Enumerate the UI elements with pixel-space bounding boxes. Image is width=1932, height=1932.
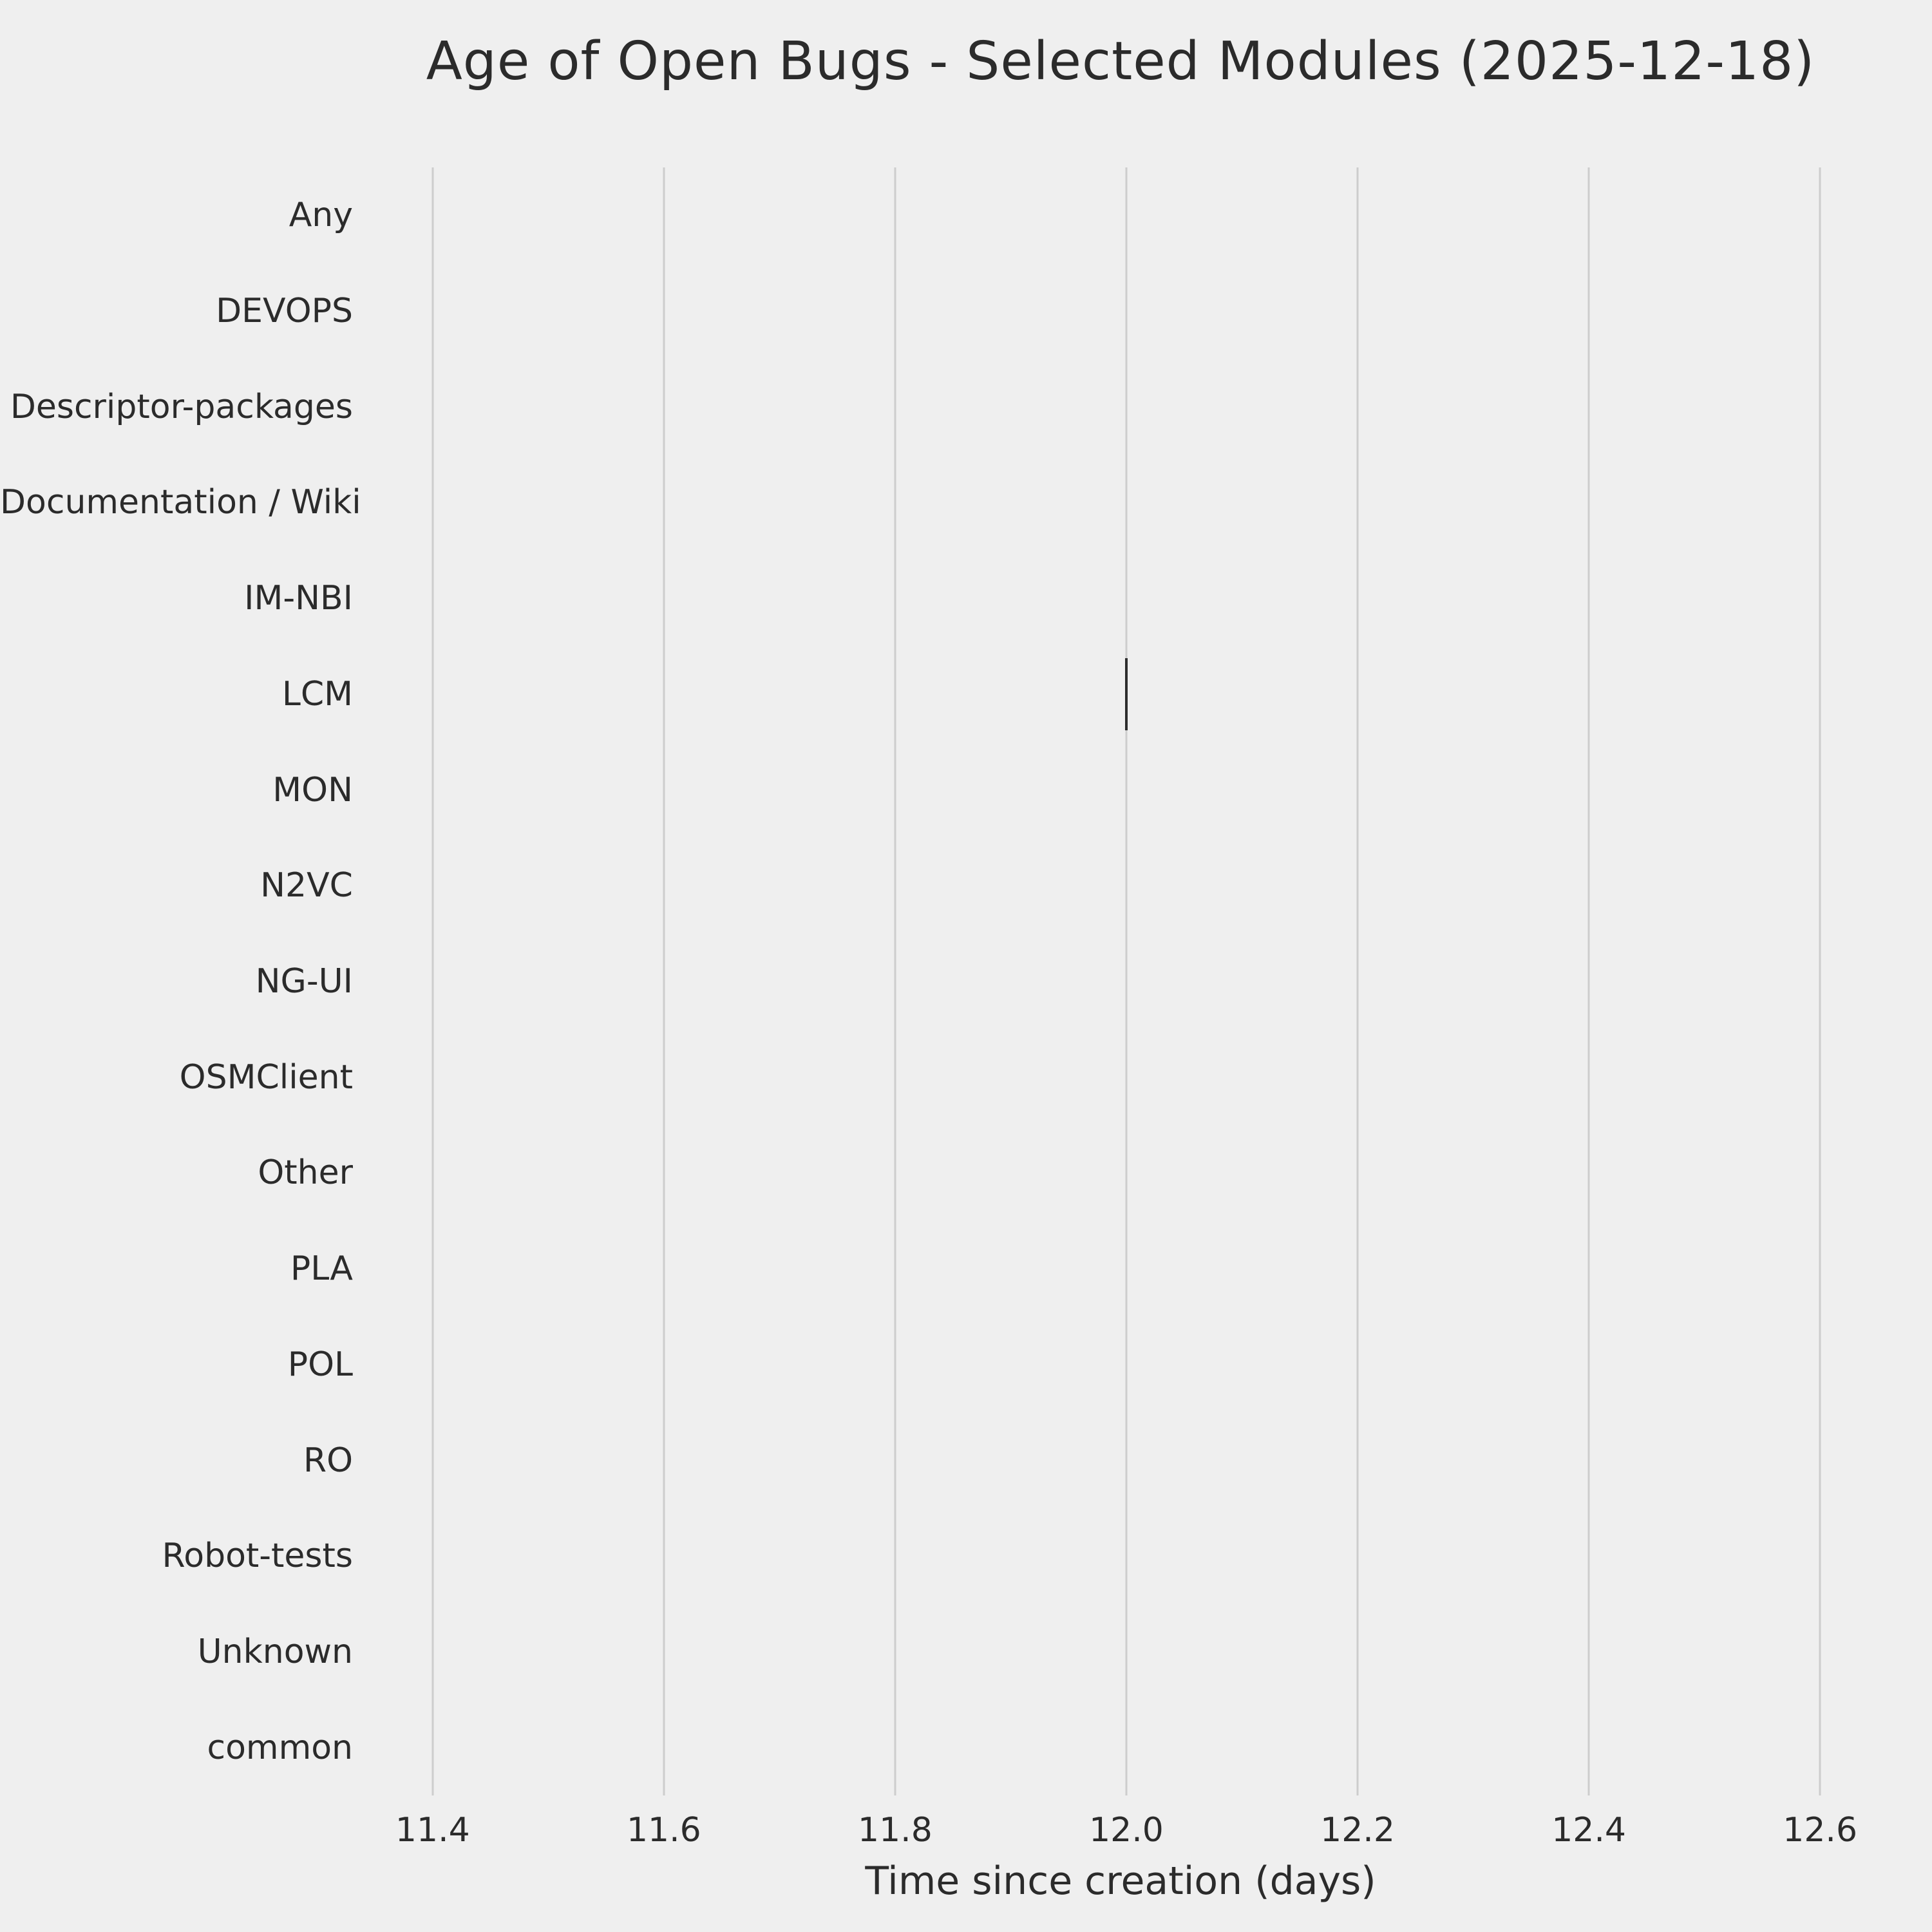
- y-tick-label: MON: [272, 770, 353, 810]
- gridline: [1819, 167, 1821, 1795]
- y-tick-label: OSMClient: [179, 1057, 353, 1097]
- x-tick-label: 11.4: [395, 1811, 470, 1850]
- gridline: [663, 167, 665, 1795]
- y-tick-label: POL: [287, 1345, 353, 1384]
- gridline: [431, 167, 434, 1795]
- x-tick-label: 12.6: [1783, 1811, 1858, 1850]
- x-tick-label: 12.2: [1320, 1811, 1395, 1850]
- y-tick-label: Robot-tests: [162, 1537, 353, 1576]
- chart-title: Age of Open Bugs - Selected Modules (202…: [426, 31, 1815, 92]
- y-tick-label: N2VC: [260, 866, 353, 905]
- y-tick-label: Documentation / Wiki: [0, 483, 361, 522]
- y-tick-label: RO: [303, 1441, 353, 1480]
- x-tick-label: 11.8: [858, 1811, 933, 1850]
- y-tick-label: Any: [289, 196, 353, 235]
- y-tick-label: NG-UI: [255, 962, 353, 1001]
- x-axis-label: Time since creation (days): [865, 1859, 1376, 1904]
- y-tick-label: common: [207, 1728, 353, 1767]
- gridline: [894, 167, 896, 1795]
- gridline: [1356, 167, 1359, 1795]
- y-tick-label: Other: [258, 1153, 353, 1193]
- x-tick-label: 11.6: [626, 1811, 701, 1850]
- y-tick-label: PLA: [290, 1249, 353, 1289]
- x-tick-label: 12.0: [1089, 1811, 1164, 1850]
- gridline: [1125, 167, 1128, 1795]
- y-tick-label: Unknown: [197, 1632, 353, 1671]
- plot-area: [386, 167, 1855, 1795]
- y-tick-label: DEVOPS: [216, 292, 353, 331]
- gridline: [1587, 167, 1590, 1795]
- y-tick-label: IM-NBI: [244, 579, 353, 618]
- box-mark: [1124, 658, 1128, 730]
- y-tick-label: Descriptor-packages: [10, 387, 353, 426]
- y-tick-label: LCM: [281, 674, 353, 714]
- x-tick-label: 12.4: [1551, 1811, 1626, 1850]
